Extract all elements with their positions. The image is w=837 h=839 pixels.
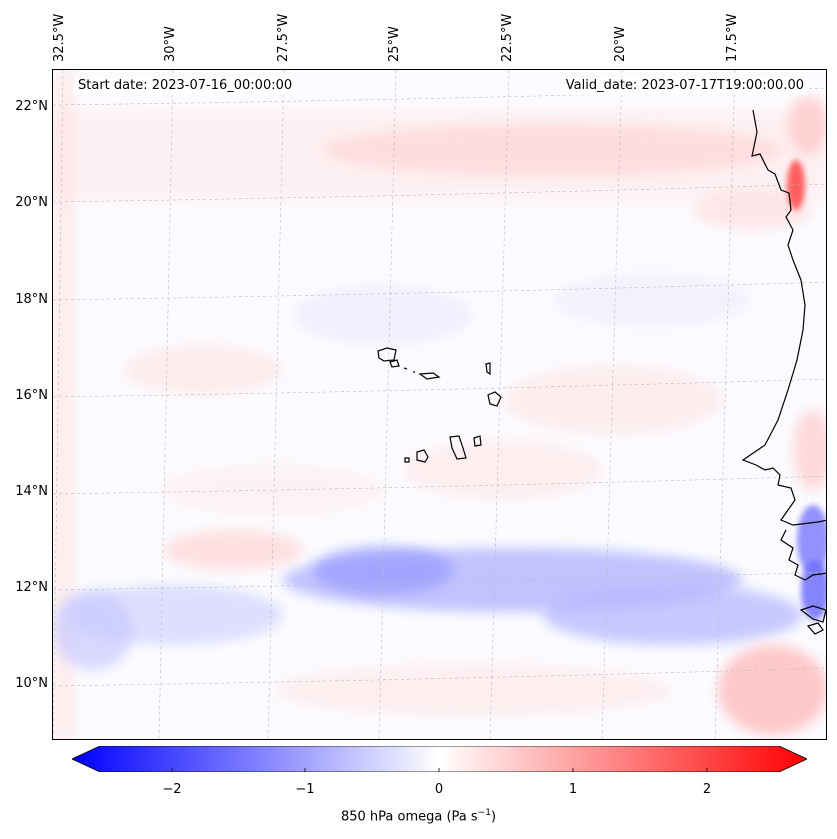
gridlines: [53, 70, 826, 739]
sao-nicolau-island: [418, 372, 441, 380]
lat-label-14n: 14°N: [15, 484, 48, 499]
valid-date-label: Valid_date: 2023-07-17T19:00:00.00: [561, 77, 808, 95]
fogo-island: [416, 449, 429, 463]
omega-shading: [53, 70, 826, 739]
start-date-label: Start date: 2023-07-16_00:00:00: [74, 77, 297, 95]
lat-label-12n: 12°N: [15, 580, 48, 595]
coastlines: [377, 109, 826, 635]
santiago-island: [449, 435, 467, 460]
omega-field-map: [53, 70, 826, 739]
map-panel: [52, 69, 827, 740]
africa-coastline: [741, 109, 826, 526]
sal-island: [485, 362, 491, 376]
lat-label-16n: 16°N: [15, 388, 48, 403]
colorbar-tick-neg1: −1: [295, 782, 315, 797]
santo-antao-island: [377, 347, 397, 362]
lon-label-27-5w: 27.5°W: [276, 13, 291, 62]
lon-label-20w: 20°W: [613, 26, 628, 62]
lon-label-25w: 25°W: [387, 26, 402, 62]
lon-label-17-5w: 17.5°W: [725, 13, 740, 62]
lat-label-18n: 18°N: [15, 292, 48, 307]
sao-vicente-island: [389, 359, 400, 368]
lat-label-22n: 22°N: [15, 99, 48, 114]
colorbar-tick-neg2: −2: [162, 782, 182, 797]
guinea-coastline: [780, 529, 826, 581]
colorbar-label: 850 hPa omega (Pa s−1): [340, 808, 497, 825]
colorbar-bar: [72, 746, 807, 772]
colorbar-tick-2: 2: [702, 782, 712, 797]
lon-label-32-5w: 32.5°W: [52, 13, 67, 62]
lon-label-30w: 30°W: [163, 26, 178, 62]
lon-label-22-5w: 22.5°W: [500, 13, 515, 62]
lat-label-10n: 10°N: [15, 676, 48, 691]
colorbar-tick-0: 0: [434, 782, 444, 797]
boa-vista-island: [487, 391, 502, 407]
brava-island: [404, 457, 410, 463]
colorbar-tick-1: 1: [568, 782, 578, 797]
lat-label-20n: 20°N: [15, 195, 48, 210]
maio-island: [473, 435, 482, 447]
colorbar: [72, 746, 807, 772]
